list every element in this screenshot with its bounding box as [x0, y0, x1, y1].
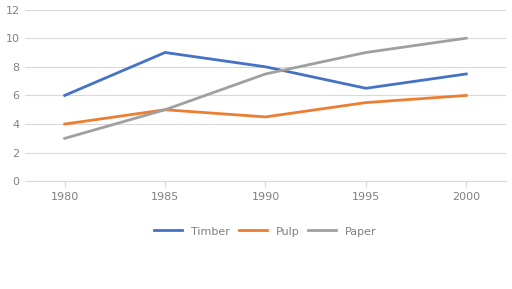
- Pulp: [363, 101, 369, 104]
- Pulp: [463, 94, 470, 97]
- Legend: Timber, Pulp, Paper: Timber, Pulp, Paper: [150, 221, 381, 241]
- Paper: [61, 137, 68, 140]
- Timber: [162, 51, 168, 54]
- Paper: [162, 108, 168, 112]
- Line: Pulp: Pulp: [65, 95, 466, 124]
- Paper: [363, 51, 369, 54]
- Paper: [263, 72, 269, 76]
- Timber: [363, 86, 369, 90]
- Paper: [463, 36, 470, 40]
- Pulp: [263, 115, 269, 119]
- Timber: [463, 72, 470, 76]
- Line: Timber: Timber: [65, 53, 466, 95]
- Timber: [263, 65, 269, 68]
- Pulp: [162, 108, 168, 112]
- Line: Paper: Paper: [65, 38, 466, 138]
- Timber: [61, 94, 68, 97]
- Pulp: [61, 122, 68, 126]
